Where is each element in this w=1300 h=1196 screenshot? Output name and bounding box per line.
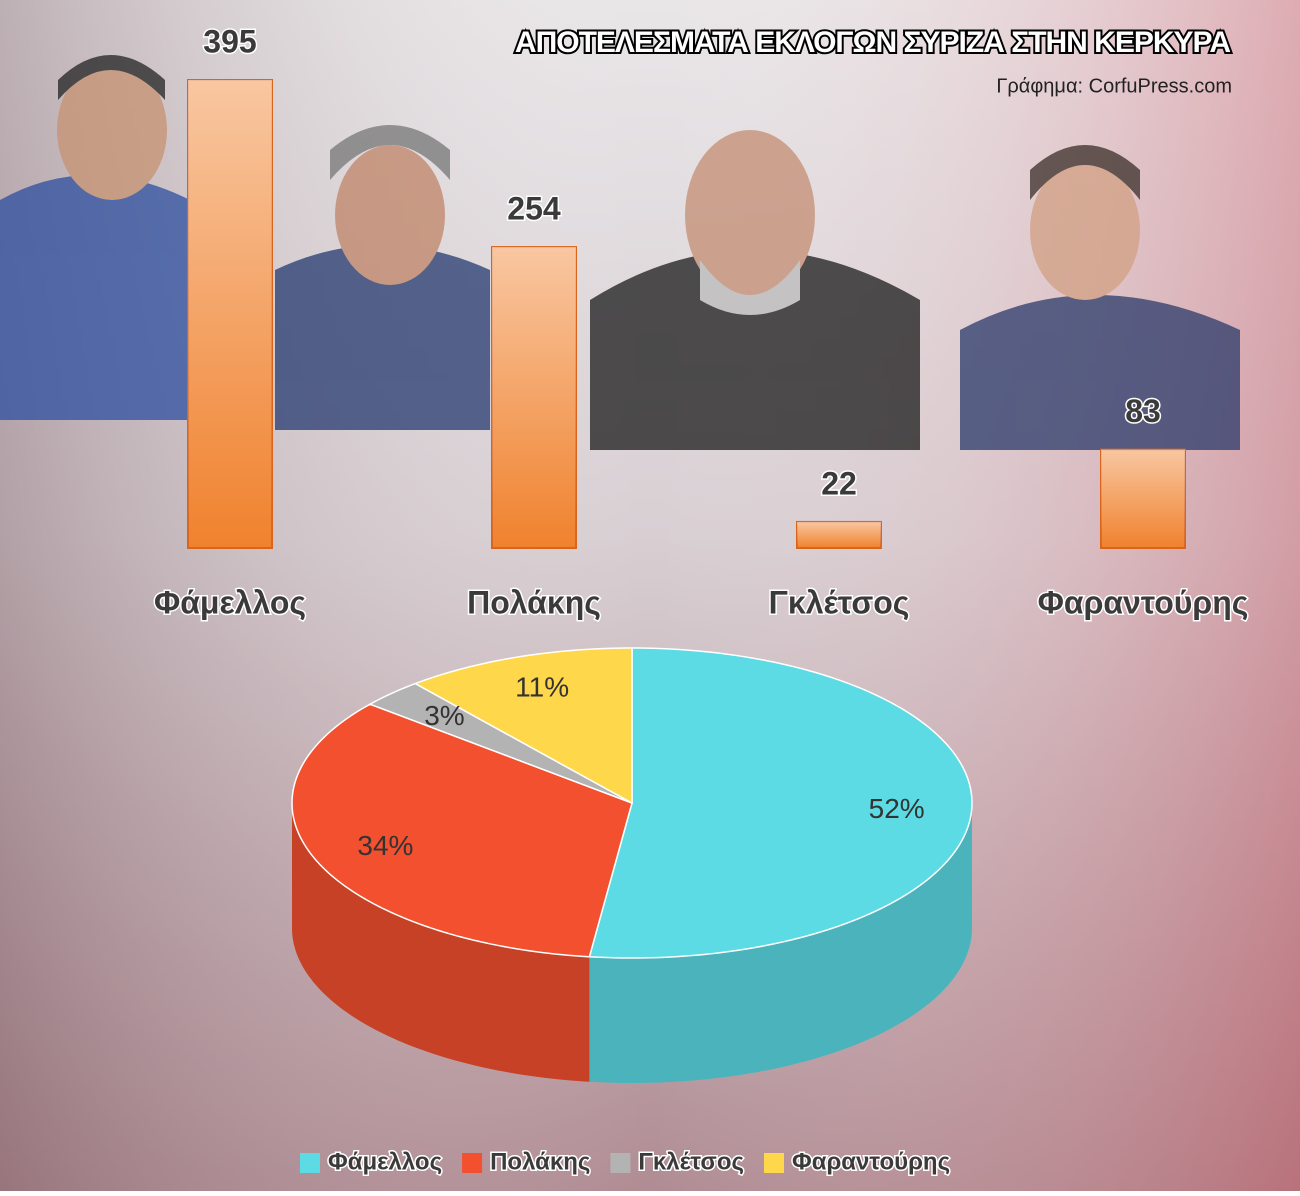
portrait [590, 130, 920, 450]
pie-slice-side [292, 803, 590, 1082]
value-label: 3% [424, 700, 464, 731]
value-label: 83 [1125, 393, 1161, 429]
pie-slice [291, 703, 633, 958]
legend-swatch [610, 1153, 631, 1173]
category-label: Φαραντούρης [1038, 584, 1249, 620]
value-label: 52% [869, 793, 925, 824]
legend-swatch [300, 1153, 320, 1173]
legend-label: Γκλέτσος [638, 1148, 744, 1175]
value-label: 34% [357, 830, 413, 861]
value-label: 254 [507, 191, 561, 227]
value-label: 395 [203, 23, 256, 59]
pie-slice [588, 647, 973, 959]
category-label: Γκλέτσος [769, 584, 910, 620]
bar-shine [1101, 449, 1185, 548]
portrait [275, 125, 490, 430]
value-label: 22 [821, 465, 857, 501]
category-label: Φάμελλος [154, 584, 306, 620]
bar-shine [492, 247, 576, 548]
legend-label: Φάμελλος [328, 1148, 442, 1175]
bar-shine [797, 521, 881, 548]
pie-slice [368, 682, 633, 804]
portraits [0, 55, 1240, 450]
pie-side-shade [292, 803, 590, 1082]
pie-slice [413, 647, 633, 805]
chart-title: ΑΠΟΤΕΛΕΣΜΑΤΑ ΕΚΛΟΓΩΝ ΣΥΡΙΖΑ ΣΤΗΝ ΚΕΡΚΥΡΑ [515, 26, 1230, 59]
chart-subtitle: Γράφημα: CorfuPress.com [996, 75, 1232, 97]
legend-swatch [462, 1153, 483, 1173]
value-label: 11% [515, 672, 569, 703]
pie-tops [291, 647, 973, 959]
category-label: Πολάκης [467, 584, 601, 620]
legend-label: Φαραντούρης [792, 1148, 950, 1175]
legend-swatch [764, 1153, 784, 1173]
portrait [960, 145, 1240, 450]
legend-label: Πολάκης [490, 1148, 590, 1175]
bar-shine [188, 80, 272, 548]
portrait [0, 55, 190, 420]
